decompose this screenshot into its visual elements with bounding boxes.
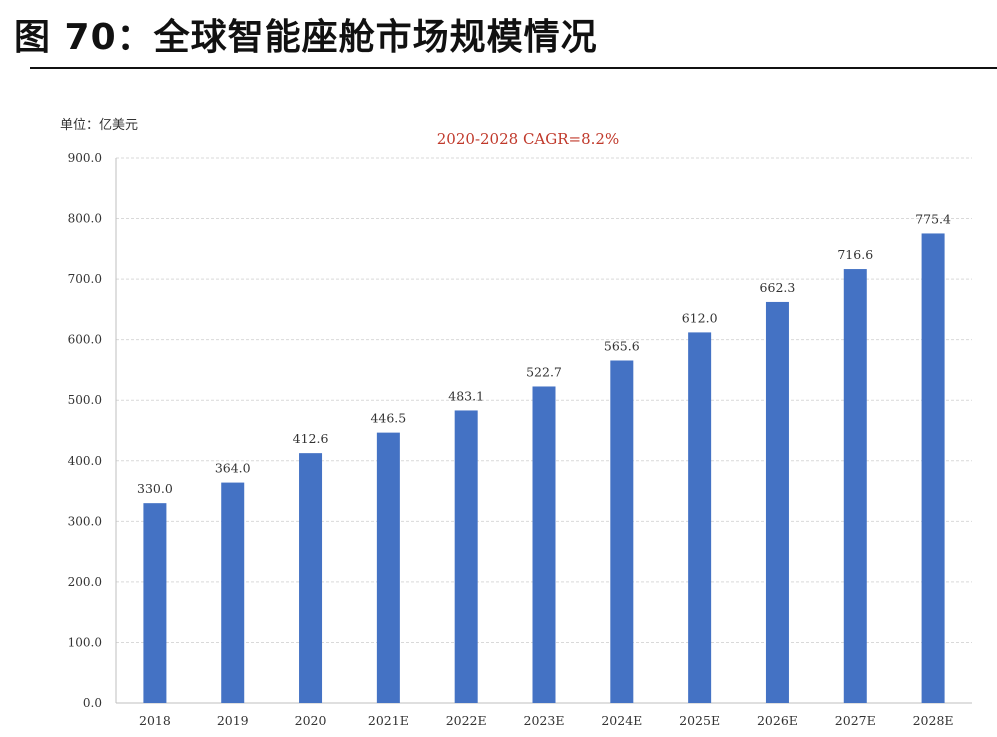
x-tick-label: 2028E xyxy=(913,713,954,728)
y-tick-label: 600.0 xyxy=(68,333,102,347)
y-tick-label: 200.0 xyxy=(68,575,102,589)
value-label: 775.4 xyxy=(915,211,951,226)
value-label: 612.0 xyxy=(682,310,718,325)
bar-2027E xyxy=(843,269,867,703)
bar-2023E xyxy=(532,386,556,703)
x-tick-label: 2025E xyxy=(679,713,720,728)
x-tick-label: 2024E xyxy=(601,713,642,728)
y-tick-label: 700.0 xyxy=(68,272,102,286)
bar-2028E xyxy=(921,233,945,704)
bar-2020 xyxy=(299,453,323,703)
y-tick-label: 0.0 xyxy=(83,696,102,710)
bars xyxy=(143,233,945,704)
value-labels: 330.0 364.0 412.6 446.5 483.1 522.7 565.6 612.0… xyxy=(137,211,951,496)
value-label: 412.6 xyxy=(293,431,329,446)
x-tick-label: 2027E xyxy=(835,713,876,728)
y-tick-label: 500.0 xyxy=(68,393,102,407)
bar-2025E xyxy=(688,332,712,703)
y-tick-label: 900.0 xyxy=(68,151,102,165)
value-label: 522.7 xyxy=(526,364,562,379)
bar-2026E xyxy=(765,301,789,703)
value-label: 330.0 xyxy=(137,481,173,496)
unit-label: 单位：亿美元 xyxy=(60,118,139,133)
value-label: 364.0 xyxy=(215,461,251,476)
y-tick-labels: 0.0 100.0 200.0 300.0 400.0 500.0 600.0 700.0 80… xyxy=(68,151,102,710)
x-tick-label: 2026E xyxy=(757,713,798,728)
bar-2021E xyxy=(376,432,400,703)
title-divider xyxy=(30,67,997,69)
bar-2019 xyxy=(221,482,245,703)
figure-title: 图 70：全球智能座舱市场规模情况 xyxy=(14,17,598,58)
value-label: 565.6 xyxy=(604,338,640,353)
x-tick-label: 2018 xyxy=(139,713,171,728)
x-tick-label: 2023E xyxy=(524,713,565,728)
bar-2022E xyxy=(454,410,478,703)
value-label: 446.5 xyxy=(370,411,406,426)
y-tick-label: 400.0 xyxy=(68,454,102,468)
bar-2024E xyxy=(610,360,634,703)
y-tick-label: 100.0 xyxy=(68,635,102,649)
x-tick-label: 2021E xyxy=(368,713,409,728)
x-tick-label: 2019 xyxy=(217,713,249,728)
y-tick-label: 800.0 xyxy=(68,212,102,226)
cagr-annotation: 2020-2028 CAGR=8.2% xyxy=(437,130,619,148)
value-label: 662.3 xyxy=(760,280,796,295)
x-tick-label: 2020 xyxy=(295,713,327,728)
value-label: 483.1 xyxy=(448,388,484,403)
x-tick-label: 2022E xyxy=(446,713,487,728)
y-tick-label: 300.0 xyxy=(68,514,102,528)
x-tick-labels: 2018 2019 2020 2021E 2022E 2023E 2024E 2025E 202… xyxy=(139,713,954,728)
value-label: 716.6 xyxy=(837,247,873,262)
bar-2018 xyxy=(143,503,167,703)
